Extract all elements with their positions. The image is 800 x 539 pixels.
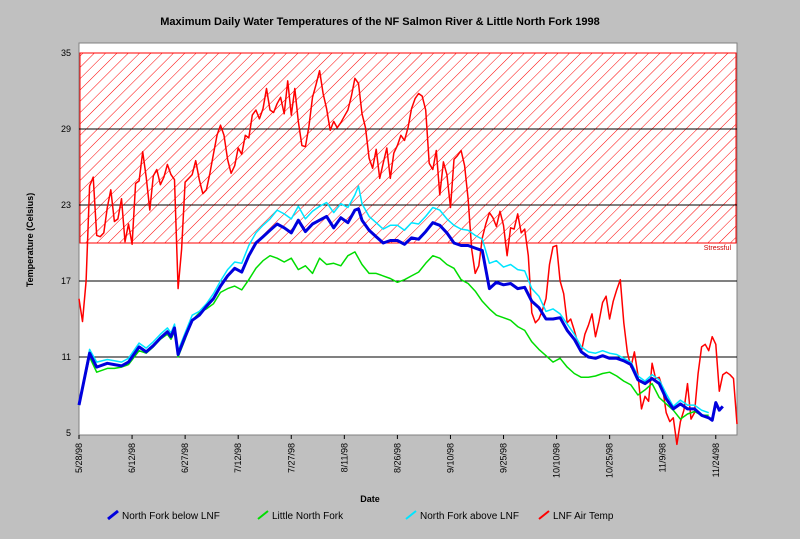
legend-label: North Fork above LNF bbox=[420, 511, 519, 522]
legend-label: LNF Air Temp bbox=[553, 511, 614, 522]
legend-swatch bbox=[257, 510, 269, 520]
y-tick-label: 11 bbox=[62, 352, 71, 362]
x-tick-label: 7/27/98 bbox=[286, 443, 296, 473]
legend-swatch bbox=[107, 509, 119, 521]
series-line bbox=[78, 69, 738, 446]
x-tick-label: 8/26/98 bbox=[392, 443, 402, 473]
y-tick-label: 29 bbox=[61, 124, 71, 134]
x-tick-label: 6/27/98 bbox=[180, 443, 190, 473]
x-tick-label: 11/24/98 bbox=[711, 443, 721, 477]
x-tick-label: 9/25/98 bbox=[499, 443, 509, 473]
x-tick-label: 10/25/98 bbox=[605, 443, 615, 478]
stressful-band bbox=[79, 52, 737, 244]
legend-label: North Fork below LNF bbox=[122, 511, 220, 522]
series-line bbox=[77, 207, 724, 422]
legend: North Fork below LNF Little North Fork Nor… bbox=[107, 509, 614, 522]
x-tick-label: 9/10/98 bbox=[445, 443, 455, 473]
legend-label: Little North Fork bbox=[272, 511, 344, 522]
y-axis-title: Temperature (Celsius) bbox=[25, 193, 35, 287]
x-tick-label: 10/10/98 bbox=[552, 443, 562, 478]
stressful-band-label: Stressful bbox=[704, 245, 732, 252]
chart-title: Maximum Daily Water Temperatures of the … bbox=[160, 16, 600, 28]
x-tick-label: 7/12/98 bbox=[233, 443, 243, 473]
x-tick-label: 6/12/98 bbox=[127, 443, 137, 473]
legend-swatch bbox=[405, 510, 417, 520]
x-tick-label: 8/11/98 bbox=[339, 443, 349, 472]
series-line bbox=[78, 185, 709, 414]
y-tick-label: 17 bbox=[61, 276, 71, 286]
y-tick-label: 5 bbox=[66, 428, 71, 438]
x-tick-label: 5/28/98 bbox=[74, 443, 84, 473]
y-tick-label: 35 bbox=[61, 48, 71, 58]
legend-swatch bbox=[538, 510, 550, 520]
x-axis-title: Date bbox=[360, 494, 380, 504]
x-tick-label: 11/9/98 bbox=[658, 443, 668, 472]
y-tick-label: 23 bbox=[61, 200, 71, 210]
